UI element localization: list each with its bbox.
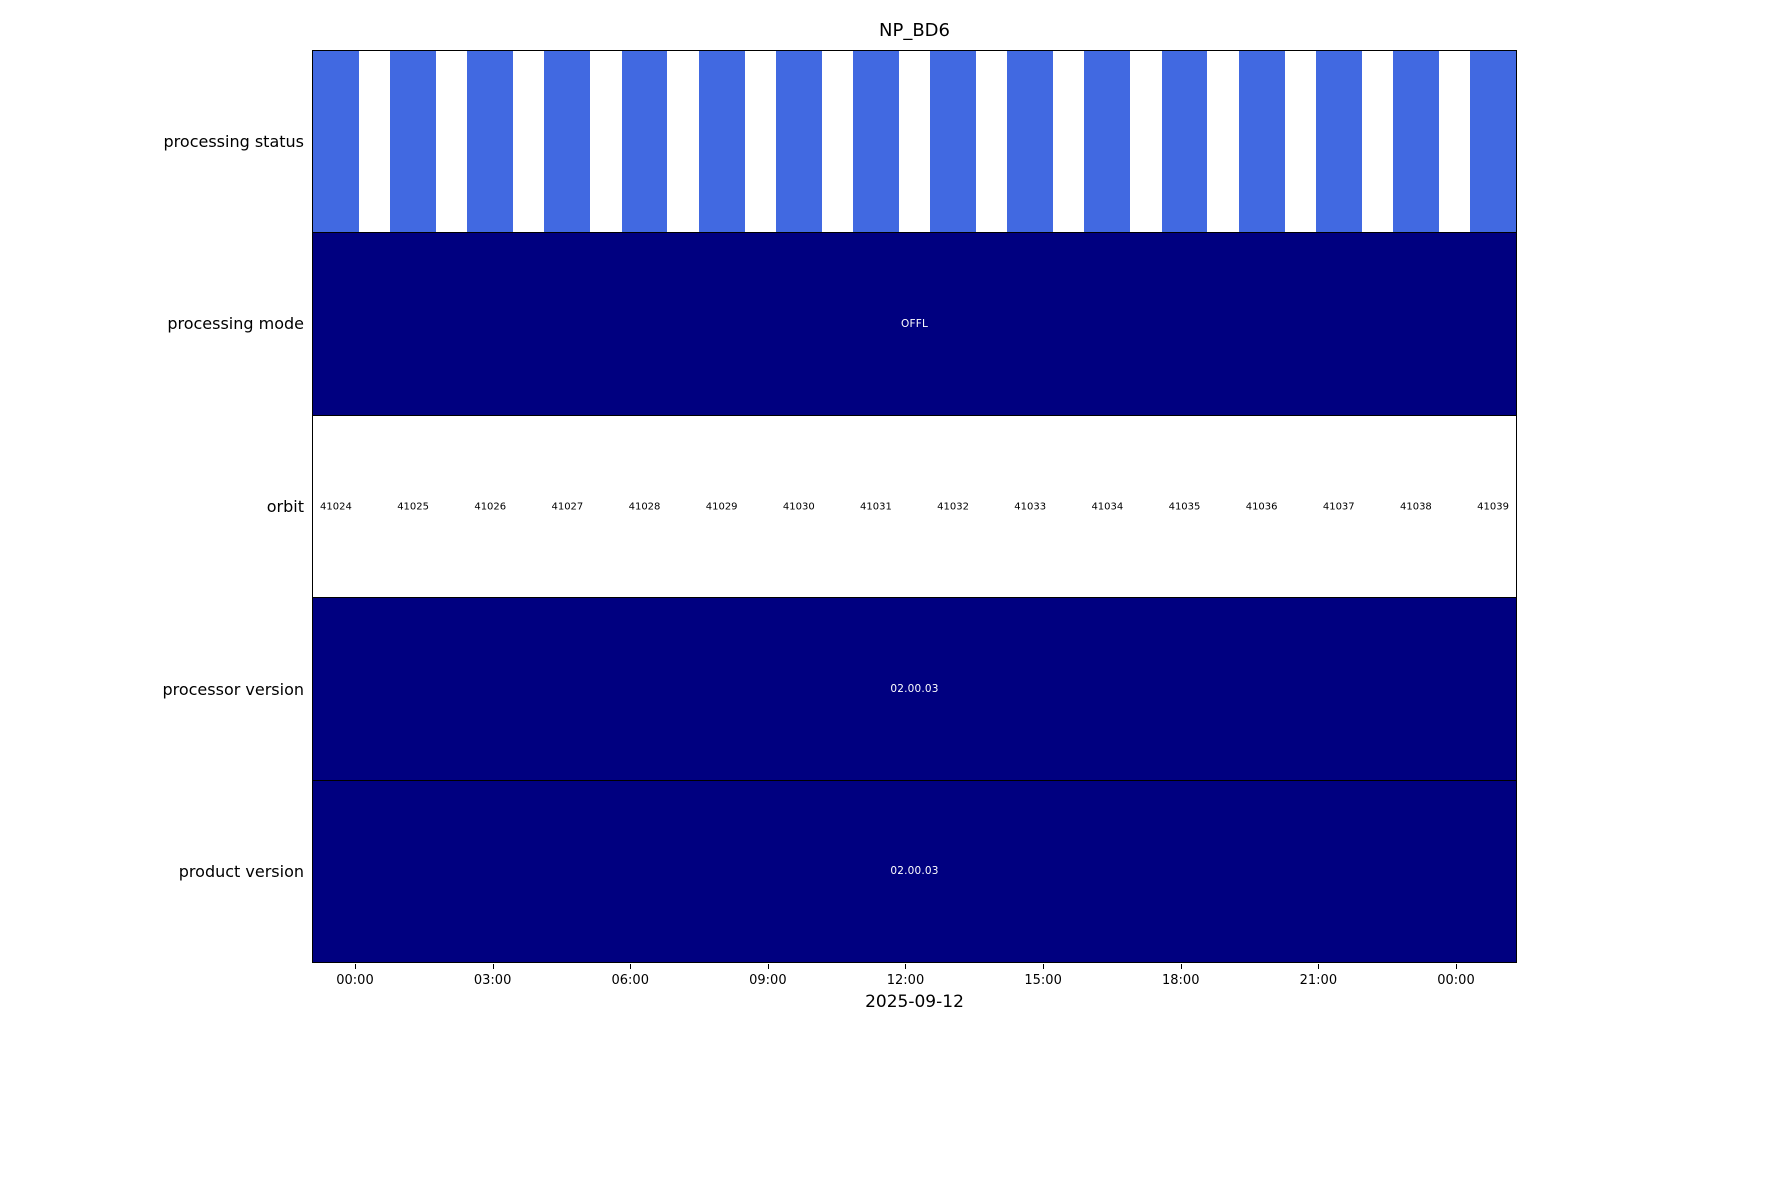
processing-status-segment [621, 51, 668, 233]
x-tick-mark [354, 964, 356, 969]
orbit-number: 41024 [320, 501, 352, 513]
processing-status-segment [1315, 51, 1362, 233]
chart-title: NP_BD6 [879, 20, 950, 41]
plot-area: OFFL 41024 41025 41026 41027 41028 41029 41030… [312, 50, 1517, 963]
x-tick-mark [905, 964, 907, 969]
processing-status-segment [1470, 51, 1516, 233]
processing-status-segment [467, 51, 514, 233]
x-tick-mark [1043, 964, 1045, 969]
processing-status-segment [1007, 51, 1054, 233]
orbit-number: 41027 [551, 501, 584, 513]
orbit-number: 41028 [628, 501, 661, 513]
product-version-bar: 02.00.03 [313, 779, 1516, 963]
processing-status-segment [852, 51, 899, 233]
orbit-number: 41039 [1477, 501, 1509, 513]
x-tick-mark [1180, 964, 1182, 969]
x-tick-label: 00:00 [1437, 973, 1475, 988]
orbit-number: 41032 [937, 501, 969, 513]
x-tick-mark [492, 964, 494, 969]
processing-status-segment [544, 51, 591, 233]
processing-status-segment [1084, 51, 1131, 233]
orbit-number: 41030 [782, 501, 815, 513]
orbit-number: 41025 [397, 501, 429, 513]
orbit-number: 41037 [1322, 501, 1355, 513]
x-tick-label: 15:00 [1024, 973, 1062, 988]
orbit-number: 41033 [1014, 501, 1047, 513]
orbit-number: 41029 [705, 501, 738, 513]
processing-status-row [313, 51, 1516, 233]
processing-status-segment [313, 51, 359, 233]
x-tick-label: 00:00 [336, 973, 374, 988]
product-version-value: 02.00.03 [890, 865, 939, 878]
processing-status-segment [698, 51, 745, 233]
orbit-number: 41036 [1245, 501, 1278, 513]
processing-status-segment [775, 51, 822, 233]
x-tick-label: 12:00 [886, 973, 925, 988]
orbit-row: 41024 41025 41026 41027 41028 41029 41030 41031… [313, 414, 1516, 598]
processing-mode-value: OFFL [901, 318, 928, 331]
x-tick-mark [630, 964, 632, 969]
row-label-processor-version: processor version [162, 679, 304, 699]
row-label-product-version: product version [178, 862, 304, 882]
row-label-orbit: orbit [266, 496, 304, 516]
processing-mode-bar: OFFL [313, 232, 1516, 415]
orbit-number: 41034 [1091, 501, 1124, 513]
processing-status-segment [930, 51, 977, 233]
x-tick-mark [1318, 964, 1320, 969]
processing-status-segment [1161, 51, 1208, 233]
x-tick-label: 06:00 [611, 973, 649, 988]
x-tick-mark [1455, 964, 1457, 969]
orbit-number: 41038 [1399, 501, 1432, 513]
processing-status-segment [1392, 51, 1439, 233]
orbit-number: 41035 [1168, 501, 1201, 513]
processing-status-segment [1238, 51, 1285, 233]
x-axis: 00:00 03:00 06:00 09:00 12:00 15:00 18:00 21:00… [312, 964, 1517, 1006]
x-tick-mark [767, 964, 769, 969]
orbit-number: 41026 [474, 501, 507, 513]
orbit-number: 41031 [860, 501, 892, 513]
processor-version-bar: 02.00.03 [313, 597, 1516, 780]
x-tick-label: 21:00 [1299, 973, 1338, 988]
row-label-processing-status: processing status [163, 131, 304, 151]
row-label-processing-mode: processing mode [167, 314, 304, 334]
x-tick-label: 03:00 [473, 973, 512, 988]
x-tick-label: 18:00 [1162, 973, 1200, 988]
processing-status-segment [390, 51, 437, 233]
x-axis-label: 2025-09-12 [865, 992, 964, 1012]
processor-version-value: 02.00.03 [890, 682, 939, 695]
x-tick-label: 09:00 [749, 973, 787, 988]
